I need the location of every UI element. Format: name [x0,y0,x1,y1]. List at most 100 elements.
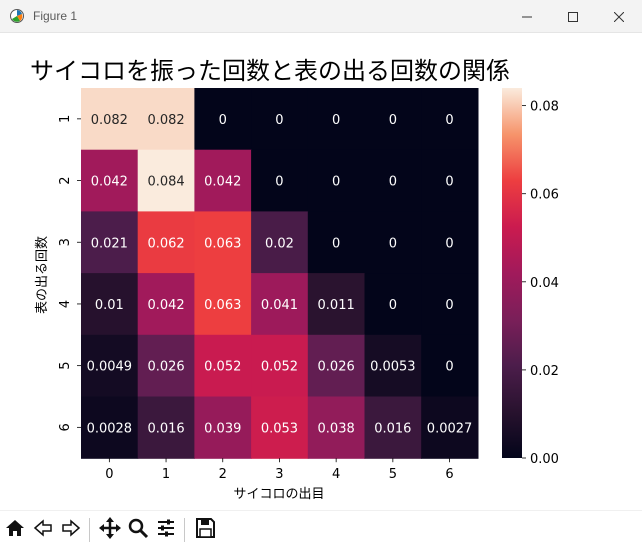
heatmap-cell [251,88,309,151]
heatmap-cell [421,149,479,212]
cell-value-label: 0.052 [204,360,241,375]
heatmap-cell [364,396,422,459]
heatmap-cell [307,273,366,336]
x-tick-label: 0 [105,467,113,482]
x-tick-label: 3 [275,467,283,482]
colorbar-tick-label: 0.04 [530,276,559,291]
heatmap-chart: サイコロを振った回数と表の出る回数の関係 0.082 0.082 0 0 0 0 00.04… [30,57,559,502]
figure-canvas: サイコロを振った回数と表の出る回数の関係 0.082 0.082 0 0 0 0 0 0.04… [0,33,642,510]
x-tick-label: 1 [162,467,170,482]
x-axis-label: サイコロの出目 [233,487,324,502]
heatmap-cell [137,149,195,212]
save-icon [194,517,216,543]
heatmap-cell [194,273,252,336]
window-titlebar: Figure 1 [0,0,642,33]
cell-value-label: 0.082 [147,113,184,128]
cell-value-label: 0.016 [374,421,411,436]
heatmap-cell [364,88,422,151]
forward-icon [60,518,82,542]
cell-value-label: 0.053 [261,421,298,436]
chart-title: サイコロを振った回数と表の出る回数の関係 [30,57,510,85]
heatmap-cell [81,273,139,336]
x-tick-label: 2 [219,467,227,482]
y-tick-label: 1 [58,115,73,123]
cell-value-label: 0.084 [147,175,184,190]
cell-value-label: 0.038 [318,421,355,436]
heatmap-cell [81,149,139,212]
heatmap-cell [421,88,479,151]
heatmap-cell [194,396,252,459]
heatmap-cell [194,211,252,274]
back-button[interactable] [30,515,56,545]
close-icon [613,7,625,26]
colorbar-tick-label: 0.06 [530,188,559,203]
cell-value-label: 0.039 [204,421,241,436]
cell-value-label: 0.016 [147,421,184,436]
cell-value-label: 0.041 [261,298,298,313]
heatmap-cell [251,273,309,336]
cell-value-label: 0.02 [265,236,294,251]
heatmap-cell [81,396,139,459]
cell-value-label: 0 [332,113,340,128]
close-button[interactable] [596,0,642,32]
cell-value-label: 0.011 [318,298,355,313]
zoom-button[interactable] [125,515,151,545]
cell-value-label: 0 [445,298,453,313]
configure-subplots-button[interactable] [153,515,179,545]
x-tick-label: 4 [332,467,340,482]
cell-value-label: 0.01 [95,298,124,313]
cell-value-label: 0.052 [261,360,298,375]
cell-value-label: 0 [275,113,283,128]
home-icon [4,518,26,542]
heatmap-cell [421,273,479,336]
heatmap-cell [137,211,195,274]
heatmap-cell [251,334,309,398]
heatmap-cell [137,396,195,459]
heatmap-cell [364,211,422,274]
heatmap-cell [307,396,366,459]
heatmap-cell [194,149,252,212]
cell-value-label: 0 [219,113,227,128]
cell-value-label: 0 [275,175,283,190]
cell-value-label: 0 [332,175,340,190]
heatmap-cell [364,273,422,336]
colorbar-tick-label: 0.00 [530,452,559,467]
heatmap-cell [307,149,366,212]
cell-value-label: 0 [332,236,340,251]
heatmap-cell [364,149,422,212]
colorbar [502,88,522,458]
minimize-button[interactable] [504,0,550,32]
y-tick-label: 6 [58,423,73,431]
toolbar-separator [89,518,90,542]
cell-value-label: 0 [445,360,453,375]
navigation-toolbar [0,510,642,549]
heatmap-cell [421,211,479,274]
save-button[interactable] [192,515,218,545]
minimize-icon [522,7,532,26]
cell-value-label: 0 [445,175,453,190]
cell-value-label: 0.042 [204,175,241,190]
pan-button[interactable] [97,515,123,545]
heatmap-cell [137,88,195,151]
cell-value-label: 0 [389,175,397,190]
forward-button[interactable] [58,515,84,545]
cell-value-label: 0.063 [204,236,241,251]
y-tick-label: 2 [58,176,73,184]
cell-value-label: 0 [445,236,453,251]
maximize-icon [568,7,578,26]
home-button[interactable] [2,515,28,545]
matplotlib-icon [9,8,25,24]
configure-subplots-icon [155,517,177,543]
cell-value-label: 0.0053 [370,360,416,375]
x-tick-label: 5 [389,467,397,482]
back-icon [32,518,54,542]
heatmap-cell [364,334,422,398]
heatmap-cell [307,334,366,398]
window-title: Figure 1 [33,9,78,23]
toolbar-separator [184,518,185,542]
maximize-button[interactable] [550,0,596,32]
heatmap-cell [421,334,479,398]
cell-value-label: 0.063 [204,298,241,313]
colorbar-tick-label: 0.02 [530,364,559,379]
cell-value-label: 0.042 [91,175,128,190]
